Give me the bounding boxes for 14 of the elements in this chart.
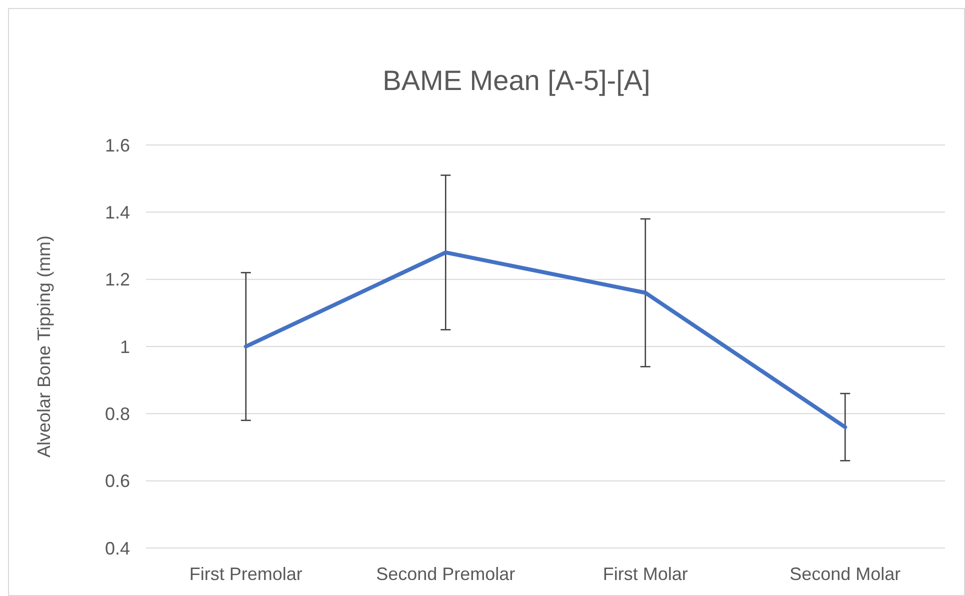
y-tick-label: 1 — [120, 336, 130, 357]
y-tick-label: 0.4 — [104, 538, 130, 558]
y-tick-label: 1.6 — [104, 135, 130, 156]
x-tick-label: First Molar — [602, 564, 688, 584]
x-tick-label: Second Molar — [790, 564, 901, 584]
y-tick-label: 0.8 — [104, 404, 130, 424]
y-tick-label: 1.2 — [104, 270, 130, 290]
x-tick-label: First Premolar — [189, 564, 302, 584]
line-series — [244, 250, 848, 430]
x-tick-label: Second Premolar — [376, 564, 516, 584]
chart-title: BAME Mean [A-5]-[A] — [382, 65, 650, 96]
y-tick-label: 1.4 — [104, 202, 130, 222]
y-axis-title: Alveolar Bone Tipping (mm) — [34, 235, 54, 458]
y-tick-label: 0.6 — [104, 471, 130, 492]
